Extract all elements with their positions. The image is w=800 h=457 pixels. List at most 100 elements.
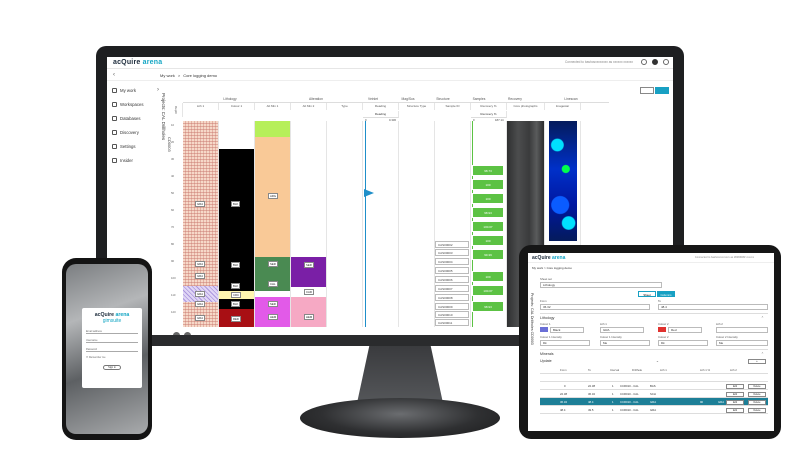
col-lith1[interactable]: Lith 1: [183, 103, 219, 110]
grid-view-button[interactable]: [640, 87, 654, 94]
section-lithology[interactable]: Lithology ⌃: [540, 313, 768, 321]
col-type[interactable]: Type: [327, 103, 363, 110]
col-imagestar[interactable]: Imagestar: [545, 103, 581, 110]
alt-interval[interactable]: [255, 291, 290, 297]
delete-button[interactable]: Delete: [748, 392, 766, 397]
col-depth[interactable]: Depth: [171, 103, 183, 117]
section-update[interactable]: Update ⌄: [540, 357, 740, 365]
altmin1-column[interactable]: ARG SER CHL SER HEM: [255, 121, 291, 327]
th-from[interactable]: From: [560, 368, 567, 372]
table-row[interactable]: 22.38 36.32 1 CCR010 - CAL SCH Edit Dele…: [540, 390, 768, 398]
nav-item-settings[interactable]: Settings: [107, 139, 155, 153]
nav-item-workspaces[interactable]: Workspaces: [107, 97, 155, 111]
colour2-intensity-select[interactable]: Me: [716, 340, 768, 346]
sample-cell[interactable]: CAS00002: [435, 241, 469, 248]
table-filter-row[interactable]: [540, 374, 768, 382]
nav-item-my-work[interactable]: My work: [107, 83, 155, 97]
delete-button[interactable]: Delete: [748, 400, 766, 405]
magsus-reading-column[interactable]: [363, 121, 399, 327]
recovery-bar[interactable]: 100.07: [472, 285, 504, 296]
sample-cell[interactable]: CAS00011: [435, 319, 469, 326]
th-drillhole[interactable]: Drillhole: [632, 368, 643, 372]
col-altmin2[interactable]: Alt Min 2: [291, 103, 327, 110]
sample-column[interactable]: CAS00002 CAS00003 CAS00004 CAS00005 CAS0…: [435, 121, 471, 327]
lith1-column[interactable]: GRA GRA GRA GRA GRA GRA: [183, 121, 219, 327]
section-minerals[interactable]: Minerals ⌃: [540, 349, 768, 357]
username-field[interactable]: Username: [86, 339, 138, 343]
sample-cell[interactable]: CAS00006: [435, 276, 469, 283]
colour1-column[interactable]: BLK BLK CRC BLK BLK RED: [219, 121, 255, 327]
sample-cell[interactable]: CAS00003: [435, 249, 469, 256]
alt2-interval[interactable]: [291, 297, 326, 327]
chevron-left-icon[interactable]: ‹: [113, 72, 115, 78]
sample-cell[interactable]: CAS00004: [435, 258, 469, 265]
from-input[interactable]: 36.32: [540, 304, 650, 310]
app-logo[interactable]: acQuire arena: [113, 59, 163, 66]
chevron-down-icon[interactable]: ⌄: [656, 359, 660, 363]
sample-cell[interactable]: CAS00007: [435, 285, 469, 292]
email-field[interactable]: Email address: [86, 330, 138, 334]
tab-sheet[interactable]: Sheet: [638, 291, 656, 297]
col-altmin1[interactable]: Alt Min 1: [255, 103, 291, 110]
lith1-input[interactable]: GRA: [600, 327, 644, 333]
structure-type-column[interactable]: [399, 121, 435, 327]
th-lith1[interactable]: Lith 1: [660, 368, 667, 372]
nav-item-insider[interactable]: Insider: [107, 153, 155, 167]
delete-button[interactable]: Delete: [748, 408, 766, 413]
recovery-bar[interactable]: 98.93: [472, 207, 504, 218]
user-avatar-icon[interactable]: [652, 59, 658, 65]
minerals-add-button[interactable]: +: [748, 359, 766, 364]
sample-cell[interactable]: CAS00009: [435, 303, 469, 310]
table-row-selected[interactable]: 36.32 48.4 1 CCR010 - CAL GRA 90 GRA Edi…: [540, 398, 768, 406]
alt-interval[interactable]: [255, 121, 290, 137]
colour1-intensity-2-select[interactable]: Me: [600, 340, 650, 346]
nav-item-databases[interactable]: Databases: [107, 111, 155, 125]
nav-item-discovery[interactable]: Discovery: [107, 125, 155, 139]
th-interval[interactable]: Interval: [610, 368, 620, 372]
recovery-bar[interactable]: 100: [472, 235, 504, 246]
delete-button[interactable]: Delete: [748, 384, 766, 389]
breadcrumb-my-work[interactable]: My work: [160, 73, 175, 78]
imagestar-image[interactable]: [549, 121, 577, 241]
notifications-icon[interactable]: [641, 59, 647, 65]
recovery-bar[interactable]: 98.73: [472, 165, 504, 176]
col-structure-type[interactable]: Structure Type: [399, 103, 435, 110]
sign-in-button[interactable]: Sign in: [103, 365, 121, 370]
colour2-select[interactable]: Dk: [658, 340, 708, 346]
edit-button[interactable]: Edit: [726, 408, 744, 413]
log-view-button[interactable]: [655, 87, 669, 94]
col-recovery[interactable]: Recovery %: [471, 103, 507, 110]
col-core-photos[interactable]: Core photographs: [507, 103, 545, 110]
sheet-set-select[interactable]: Lithology: [540, 282, 662, 288]
table-row[interactable]: 0 22.38 1 CCR010 - CAL BAS Edit Delete: [540, 382, 768, 390]
recovery-column[interactable]: 98.73 100 100 98.93 100.07 100 99.39 100…: [471, 121, 507, 327]
tablet-logo[interactable]: acQuire arena: [532, 254, 566, 261]
recovery-bar[interactable]: 100: [472, 271, 504, 282]
chevron-right-icon[interactable]: ›: [157, 87, 159, 93]
veinlet-type-column[interactable]: [327, 121, 363, 327]
help-icon[interactable]: [663, 59, 669, 65]
colour2-input[interactable]: Red: [668, 327, 702, 333]
col-reading[interactable]: Reading: [363, 103, 399, 110]
lith2-input[interactable]: [716, 327, 768, 333]
recovery-bar[interactable]: 100: [472, 193, 504, 204]
recovery-bar[interactable]: 100.07: [472, 221, 504, 232]
th-to[interactable]: To: [588, 368, 591, 372]
edit-button[interactable]: Edit: [726, 392, 744, 397]
recovery-bar[interactable]: 99.39: [472, 249, 504, 260]
edit-button[interactable]: Edit: [726, 400, 744, 405]
th-lith2[interactable]: Lith 2: [730, 368, 737, 372]
edit-button[interactable]: Edit: [726, 384, 744, 389]
chevron-up-icon[interactable]: ⌃: [760, 352, 764, 356]
col-colour1[interactable]: Colour 1: [219, 103, 255, 110]
password-field[interactable]: Password: [86, 348, 138, 352]
tablet-breadcrumb[interactable]: My work > Core logging demo: [532, 266, 572, 270]
sample-cell[interactable]: CAS00010: [435, 311, 469, 318]
chevron-up-icon[interactable]: ⌃: [760, 316, 764, 320]
reading-marker[interactable]: [364, 189, 374, 197]
sample-cell[interactable]: CAS00005: [435, 267, 469, 274]
recovery-bar[interactable]: 100: [472, 179, 504, 190]
to-input[interactable]: 48.4: [658, 304, 768, 310]
th-lith1-pct[interactable]: Lith 1 %: [700, 368, 711, 372]
sample-cell[interactable]: CAS00008: [435, 294, 469, 301]
